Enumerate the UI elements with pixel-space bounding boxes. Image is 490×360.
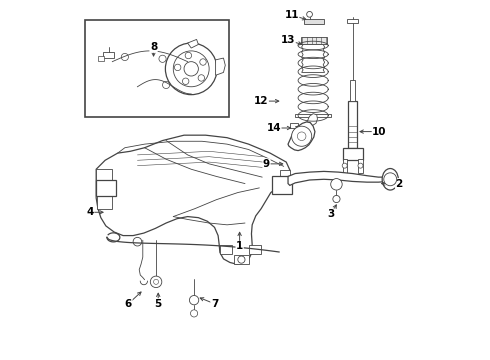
Circle shape [191, 310, 197, 317]
Polygon shape [96, 135, 290, 264]
Text: 4: 4 [86, 207, 94, 217]
Circle shape [190, 296, 199, 305]
Polygon shape [343, 159, 347, 173]
Polygon shape [248, 244, 261, 253]
Ellipse shape [382, 168, 398, 190]
Circle shape [182, 78, 189, 85]
Circle shape [297, 132, 306, 140]
Circle shape [333, 195, 340, 203]
Circle shape [200, 59, 206, 65]
Text: 14: 14 [267, 123, 281, 133]
Polygon shape [288, 122, 315, 150]
Text: 5: 5 [154, 299, 162, 309]
Circle shape [342, 163, 347, 168]
Polygon shape [304, 19, 324, 24]
Polygon shape [216, 58, 225, 75]
Text: 12: 12 [254, 96, 269, 106]
Polygon shape [103, 51, 114, 58]
Polygon shape [280, 170, 290, 184]
Text: 1: 1 [236, 241, 243, 251]
Polygon shape [98, 56, 104, 61]
Circle shape [358, 163, 363, 168]
Polygon shape [347, 19, 358, 23]
Polygon shape [307, 114, 318, 126]
Polygon shape [188, 40, 198, 48]
Polygon shape [295, 114, 331, 117]
Circle shape [331, 179, 342, 190]
Circle shape [163, 81, 170, 89]
Polygon shape [97, 196, 112, 209]
Circle shape [238, 256, 245, 263]
Polygon shape [348, 101, 357, 148]
Polygon shape [234, 255, 248, 264]
Polygon shape [220, 244, 232, 253]
Circle shape [174, 64, 181, 71]
Circle shape [185, 52, 192, 59]
Text: 10: 10 [372, 127, 387, 136]
Text: 8: 8 [150, 42, 157, 52]
Polygon shape [288, 171, 389, 185]
Circle shape [198, 75, 204, 81]
Polygon shape [302, 44, 324, 72]
Circle shape [184, 62, 198, 76]
Text: 7: 7 [211, 299, 218, 309]
Polygon shape [272, 176, 292, 194]
Polygon shape [358, 159, 363, 173]
Circle shape [150, 276, 162, 288]
Polygon shape [350, 80, 355, 101]
Polygon shape [343, 148, 363, 160]
Text: 3: 3 [327, 209, 335, 219]
Text: 13: 13 [281, 35, 295, 45]
Circle shape [384, 173, 397, 186]
Circle shape [166, 43, 217, 95]
Polygon shape [96, 180, 116, 196]
Circle shape [122, 53, 128, 60]
Circle shape [292, 126, 312, 146]
Circle shape [307, 12, 313, 17]
Bar [85, 21, 229, 117]
Polygon shape [300, 37, 327, 44]
Circle shape [173, 51, 209, 87]
Text: 2: 2 [395, 179, 403, 189]
Polygon shape [96, 169, 112, 184]
Circle shape [133, 237, 142, 246]
Polygon shape [290, 123, 298, 128]
Circle shape [159, 55, 166, 62]
Circle shape [153, 279, 159, 284]
Text: 9: 9 [263, 159, 270, 169]
Text: 6: 6 [125, 299, 132, 309]
Text: 11: 11 [284, 10, 299, 20]
